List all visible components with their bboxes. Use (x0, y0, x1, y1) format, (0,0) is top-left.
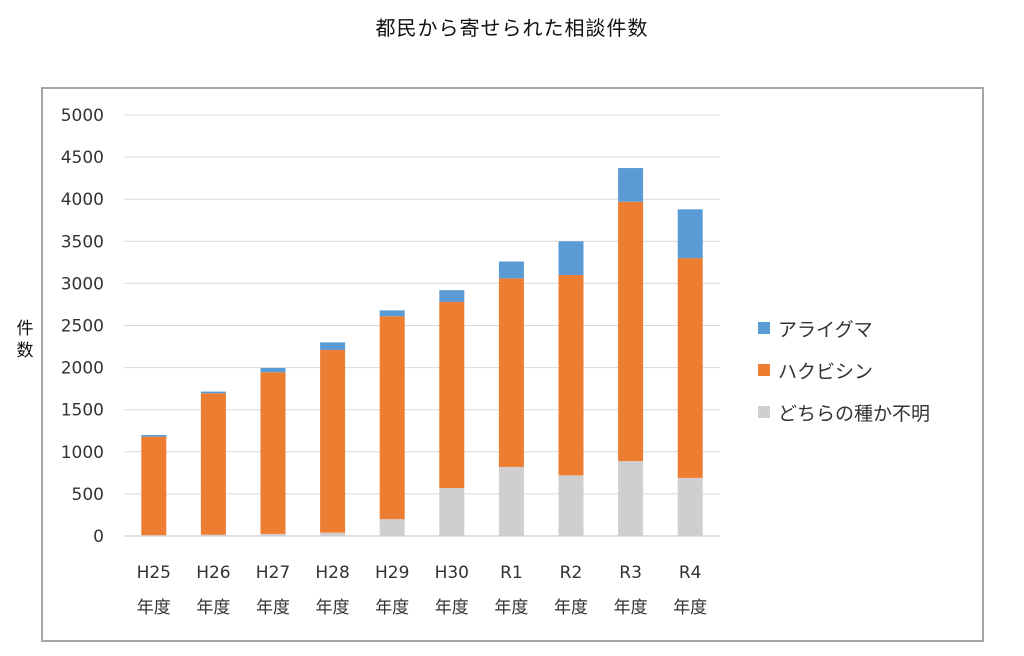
legend-label-unknown: どちらの種か不明 (778, 402, 931, 425)
legend-item-unknown: どちらの種か不明 (758, 391, 930, 433)
x-tick-label-sub: 年度 (137, 598, 171, 618)
bar-segment (379, 316, 405, 520)
chart-title: 都民から寄せられた相談件数 (375, 16, 649, 40)
y-tick-label: 4500 (61, 148, 104, 168)
legend-item-hakubishin: ハクビシン (758, 349, 930, 391)
y-tick-label: 3000 (61, 274, 104, 294)
bar-segment (618, 168, 644, 202)
y-tick-label: 5000 (61, 106, 104, 126)
x-tick-label: R3 (619, 563, 642, 583)
y-tick-label: 1000 (61, 443, 104, 463)
bar-segment (558, 475, 584, 536)
bar-segment (260, 533, 286, 536)
legend-label-araiguma: アライグマ (778, 318, 873, 341)
y-tick-label: 2500 (61, 317, 104, 337)
legend-label-hakubishin: ハクビシン (778, 360, 874, 383)
x-tick-label: H28 (315, 563, 349, 583)
legend-swatch-hakubishin (758, 364, 770, 376)
x-tick-label: R2 (560, 563, 583, 583)
x-tick-label-sub: 年度 (673, 598, 707, 618)
bar-segment (141, 434, 167, 437)
x-tick-label: H29 (375, 563, 409, 583)
y-tick-label: 1500 (61, 401, 104, 421)
bar-segment (439, 301, 465, 489)
bar-segment (558, 241, 584, 275)
x-tick-label-sub: 年度 (375, 598, 409, 618)
bar-segment (200, 534, 226, 536)
y-tick-label: 4000 (61, 190, 104, 210)
bar-segment (320, 349, 346, 533)
bar-segment (618, 201, 644, 462)
x-tick-label-sub: 年度 (494, 598, 528, 618)
bar-segment (320, 532, 346, 536)
bar-segment (200, 393, 226, 535)
bar-segment (677, 209, 703, 259)
legend: アライグマ ハクビシン どちらの種か不明 (758, 307, 930, 433)
bar-segment (141, 535, 167, 536)
y-axis-label-line-1: 件 (16, 319, 34, 339)
bar-segment (260, 368, 286, 373)
y-tick-label: 500 (72, 485, 104, 505)
bar-segment (558, 274, 584, 476)
y-tick-label: 2000 (61, 359, 104, 379)
bar-segment (379, 310, 405, 317)
y-tick-label: 0 (93, 527, 104, 547)
bar-segment (618, 461, 644, 536)
y-tick-label: 3500 (61, 232, 104, 252)
bar-segment (677, 258, 703, 478)
x-tick-label-sub: 年度 (316, 598, 350, 618)
bar-segment (320, 342, 346, 350)
legend-swatch-araiguma (758, 322, 770, 334)
bar-segment (260, 372, 286, 534)
x-tick-label: H25 (137, 563, 171, 583)
bar-segment (498, 261, 524, 279)
x-tick-label-sub: 年度 (256, 598, 290, 618)
x-tick-label: R1 (500, 563, 523, 583)
legend-item-araiguma: アライグマ (758, 307, 930, 349)
bar-segment (200, 391, 226, 394)
x-tick-label: H30 (435, 563, 469, 583)
bar-segment (439, 488, 465, 536)
legend-swatch-unknown (758, 406, 770, 418)
bar-segment (498, 278, 524, 467)
bar-segment (439, 290, 465, 302)
x-tick-label-sub: 年度 (614, 598, 648, 618)
x-tick-label-sub: 年度 (554, 598, 588, 618)
x-tick-label-sub: 年度 (196, 598, 230, 618)
x-tick-label: R4 (679, 563, 702, 583)
x-tick-label-sub: 年度 (435, 598, 469, 618)
y-axis-label-line-2: 数 (16, 341, 34, 361)
bar-segment (677, 477, 703, 536)
bar-segment (498, 466, 524, 536)
x-tick-label: H27 (256, 563, 290, 583)
bar-segment (141, 436, 167, 536)
bar-segment (379, 519, 405, 536)
x-tick-label: H26 (196, 563, 230, 583)
y-axis-label: 件 数 (10, 318, 40, 362)
